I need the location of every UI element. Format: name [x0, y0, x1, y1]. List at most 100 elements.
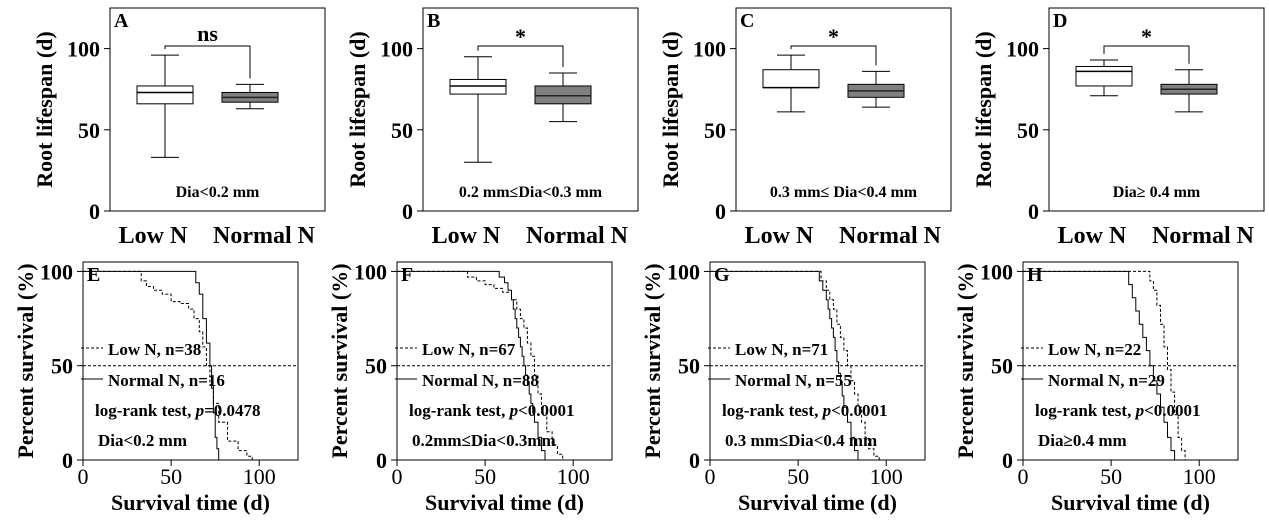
x-category-label: Low N — [119, 223, 188, 249]
x-tick-label: 0 — [78, 464, 89, 489]
x-axis-label: Survival time (d) — [1051, 490, 1210, 515]
x-tick-label: 50 — [1100, 464, 1122, 489]
y-tick-label: 0 — [1028, 199, 1039, 224]
y-tick-label: 0 — [62, 448, 73, 473]
panel-a: A 0 50 100 Root lifespan (d) Low N Normal N ns D… — [32, 7, 326, 249]
plot-frame — [735, 7, 952, 212]
survival-curve-normal-n — [83, 270, 220, 460]
log-rank-test-label: log-rank test, p=0.0478 — [95, 401, 261, 420]
significance-bracket — [164, 45, 251, 79]
y-axis-label: Root lifespan (d) — [658, 31, 683, 187]
y-tick-label: 0 — [402, 199, 413, 224]
panel-letter: D — [1053, 10, 1067, 32]
significance-label: * — [515, 24, 526, 49]
x-category-label: Low N — [1058, 223, 1127, 249]
x-tick-label: 50 — [160, 464, 182, 489]
legend-label-low-n: Low N, n=38 — [108, 340, 201, 359]
box-normal-n — [534, 85, 592, 105]
y-tick-label: 0 — [376, 448, 387, 473]
y-tick-label: 0 — [715, 199, 726, 224]
test-name: log-rank test, — [722, 401, 823, 420]
y-tick-label: 50 — [678, 354, 700, 379]
panel-d: D 0 50 100 Root lifespan (d) Low N Normal N * Di… — [971, 7, 1265, 249]
survival-curve-low-n — [83, 270, 253, 460]
significance-label: * — [1141, 24, 1152, 49]
x-category-label: Normal N — [526, 223, 629, 249]
significance-label: ns — [197, 21, 218, 46]
y-tick-label: 100 — [980, 259, 1013, 284]
plot-frame — [82, 261, 299, 461]
y-axis-label: Root lifespan (d) — [32, 31, 57, 187]
p-value: =0.0478 — [204, 401, 260, 420]
y-axis-label: Root lifespan (d) — [971, 31, 996, 187]
y-tick-label: 100 — [67, 37, 100, 62]
y-tick-label: 0 — [89, 199, 100, 224]
y-axis-label: Percent survival (%) — [13, 263, 38, 458]
plot-frame — [109, 7, 326, 212]
p-symbol: p — [1134, 401, 1145, 420]
legend-label-low-n: Low N, n=22 — [1048, 340, 1141, 359]
panel-letter: E — [87, 264, 100, 286]
diameter-label: Dia<0.2 mm — [98, 431, 187, 450]
y-axis-label: Root lifespan (d) — [345, 31, 370, 187]
survival-curve-low-n — [1023, 270, 1186, 460]
diameter-label: Dia≥ 0.4 mm — [1113, 184, 1201, 201]
box-low-n — [449, 78, 507, 95]
y-tick-label: 0 — [689, 448, 700, 473]
diameter-label: 0.2mm≤Dia<0.3mm — [412, 431, 556, 450]
survival-curve-normal-n — [397, 270, 546, 460]
x-tick-label: 100 — [1183, 464, 1216, 489]
panel-letter: G — [714, 264, 730, 286]
p-value: <0.0001 — [831, 401, 887, 420]
p-value: <0.0001 — [1144, 401, 1200, 420]
x-axis-label: Survival time (d) — [111, 490, 270, 515]
test-name: log-rank test, — [95, 401, 196, 420]
x-tick-label: 0 — [1018, 464, 1029, 489]
y-tick-label: 50 — [365, 354, 387, 379]
x-category-label: Low N — [432, 223, 501, 249]
diameter-label: 0.2 mm≤Dia<0.3 mm — [459, 184, 603, 201]
legend-label-normal-n: Normal N, n=88 — [422, 371, 539, 390]
x-tick-label: 100 — [557, 464, 590, 489]
log-rank-test-label: log-rank test, p<0.0001 — [1035, 401, 1201, 420]
diameter-label: 0.3 mm≤Dia<0.4 mm — [725, 431, 877, 450]
legend-label-low-n: Low N, n=67 — [422, 340, 516, 359]
diameter-label: Dia≥0.4 mm — [1038, 431, 1127, 450]
legend-label-normal-n: Normal N, n=55 — [735, 371, 852, 390]
x-category-label: Normal N — [839, 223, 942, 249]
y-tick-label: 100 — [354, 259, 387, 284]
panel-c: C 0 50 100 Root lifespan (d) Low N Normal N * 0.… — [658, 7, 952, 249]
box-low-n — [136, 85, 194, 105]
x-category-label: Normal N — [213, 223, 316, 249]
x-tick-label: 50 — [474, 464, 496, 489]
y-axis-label: Percent survival (%) — [327, 263, 352, 458]
diameter-label: 0.3 mm≤ Dia<0.4 mm — [770, 184, 918, 201]
survival-curve-normal-n — [1023, 270, 1176, 460]
significance-label: * — [828, 24, 839, 49]
plot-frame — [396, 261, 613, 461]
box-low-n — [1075, 65, 1133, 87]
significance-bracket — [477, 45, 564, 67]
legend-label-normal-n: Normal N, n=16 — [108, 371, 225, 390]
survival-curve-normal-n — [710, 270, 859, 460]
x-category-label: Low N — [745, 223, 814, 249]
y-tick-label: 100 — [667, 259, 700, 284]
survival-curve-low-n — [397, 270, 564, 460]
panel-letter: C — [740, 10, 754, 32]
panel-b: B 0 50 100 Root lifespan (d) Low N Normal N * 0.… — [345, 7, 639, 249]
test-name: log-rank test, — [409, 401, 510, 420]
plot-frame — [709, 261, 926, 461]
significance-bracket — [1103, 45, 1190, 64]
y-tick-label: 0 — [1002, 448, 1013, 473]
y-tick-label: 50 — [391, 118, 413, 143]
log-rank-test-label: log-rank test, p<0.0001 — [409, 401, 575, 420]
y-tick-label: 50 — [991, 354, 1013, 379]
x-axis-label: Survival time (d) — [425, 490, 584, 515]
panel-letter: F — [401, 264, 413, 286]
y-tick-label: 50 — [51, 354, 73, 379]
x-tick-label: 100 — [243, 464, 276, 489]
diameter-label: Dia<0.2 mm — [176, 184, 260, 201]
